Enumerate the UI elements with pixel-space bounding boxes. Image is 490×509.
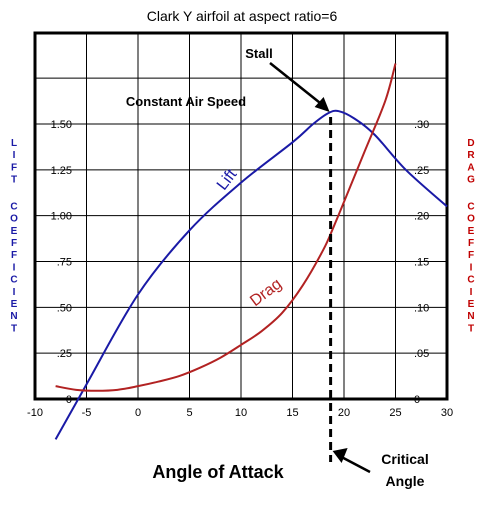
- axis-title-letter: C: [467, 275, 474, 286]
- critical-angle-arrow: [339, 454, 371, 474]
- series: [54, 63, 448, 440]
- x-tick-label: -5: [82, 407, 92, 419]
- y-tick-label-left: 1.25: [51, 165, 72, 177]
- y-tick-label-right: .30: [414, 119, 429, 131]
- stall-arrowhead: [314, 97, 330, 112]
- stall-label: Stall: [245, 46, 272, 61]
- critical-angle-arrowhead: [332, 448, 348, 463]
- drag-series-label: Drag: [247, 276, 285, 310]
- axis-title-letter: E: [468, 299, 475, 310]
- y-tick-label-left: .75: [57, 257, 72, 269]
- y-tick-label-left: .25: [57, 348, 72, 360]
- x-tick-label: 10: [235, 407, 247, 419]
- axis-title-letter: C: [10, 201, 17, 212]
- axis-title-letter: E: [11, 226, 18, 237]
- x-tick-label: 15: [286, 407, 298, 419]
- axis-title-letter: O: [10, 214, 18, 225]
- y-ticks-left: 0 .25 .50 .75 1.00 1.25 1.50: [51, 119, 72, 406]
- axis-title-letter: C: [10, 275, 17, 286]
- series-line-drag: [55, 63, 397, 392]
- axis-title-letter: T: [11, 323, 17, 334]
- x-tick-label: 20: [338, 407, 350, 419]
- constant-air-speed-label: Constant Air Speed: [126, 94, 246, 109]
- axis-title-letter: F: [11, 162, 17, 173]
- x-tick-label: 5: [186, 407, 192, 419]
- axis-title-letter: E: [11, 299, 18, 310]
- x-tick-label: 25: [389, 407, 401, 419]
- axis-title-letter: F: [468, 238, 474, 249]
- x-axis-label: Angle of Attack: [152, 462, 284, 482]
- axis-title-letter: F: [468, 250, 474, 261]
- x-tick-label: 0: [135, 407, 141, 419]
- y-tick-label-right: .25: [414, 165, 429, 177]
- axis-title-letter: I: [470, 287, 473, 298]
- y-tick-label-left: 1.50: [51, 119, 72, 131]
- y-tick-label-left: .50: [57, 302, 72, 314]
- y-tick-label-right: .15: [414, 257, 429, 269]
- axis-title-letter: N: [467, 311, 474, 322]
- axis-title-letter: F: [11, 250, 17, 261]
- axis-title-letter: F: [11, 238, 17, 249]
- critical-angle-label-line2: Angle: [386, 473, 425, 489]
- axis-title-letter: D: [467, 138, 474, 149]
- y-tick-label-left: 0: [66, 394, 72, 406]
- series-line-lift: [54, 109, 448, 440]
- stall-arrow: [269, 62, 324, 106]
- chart-title: Clark Y airfoil at aspect ratio=6: [147, 8, 338, 24]
- y-tick-label-right: 0: [414, 394, 420, 406]
- axis-title-letter: I: [13, 262, 16, 273]
- axis-title-letter: T: [468, 323, 474, 334]
- axis-title-letter: C: [467, 201, 474, 212]
- critical-angle-label-line1: Critical: [381, 451, 428, 467]
- axis-title-letter: N: [10, 311, 17, 322]
- y-tick-label-left: 1.00: [51, 211, 72, 223]
- axis-title-letter: E: [468, 226, 475, 237]
- axis-title-letter: O: [467, 214, 475, 225]
- axis-title-letter: I: [13, 150, 16, 161]
- y-tick-label-right: .20: [414, 211, 429, 223]
- x-ticks: -10 -5 0 5 10 15 20 25 30: [27, 407, 453, 419]
- grid: [35, 33, 447, 399]
- x-tick-label: -10: [27, 407, 43, 419]
- axis-title-letter: R: [467, 150, 475, 161]
- axis-title-letter: I: [470, 262, 473, 273]
- axis-title-letter: I: [13, 287, 16, 298]
- axis-title-letter: A: [467, 162, 474, 173]
- axis-title-letter: G: [467, 175, 475, 186]
- y-tick-label-right: .05: [414, 348, 429, 360]
- y-ticks-right: 0 .05 .10 .15 .20 .25 .30: [414, 119, 429, 406]
- plot-frame: [33, 31, 449, 401]
- y-tick-label-right: .10: [414, 302, 429, 314]
- axis-title-letter: L: [11, 138, 17, 149]
- x-tick-label: 30: [441, 407, 453, 419]
- axis-title-letter: T: [11, 175, 17, 186]
